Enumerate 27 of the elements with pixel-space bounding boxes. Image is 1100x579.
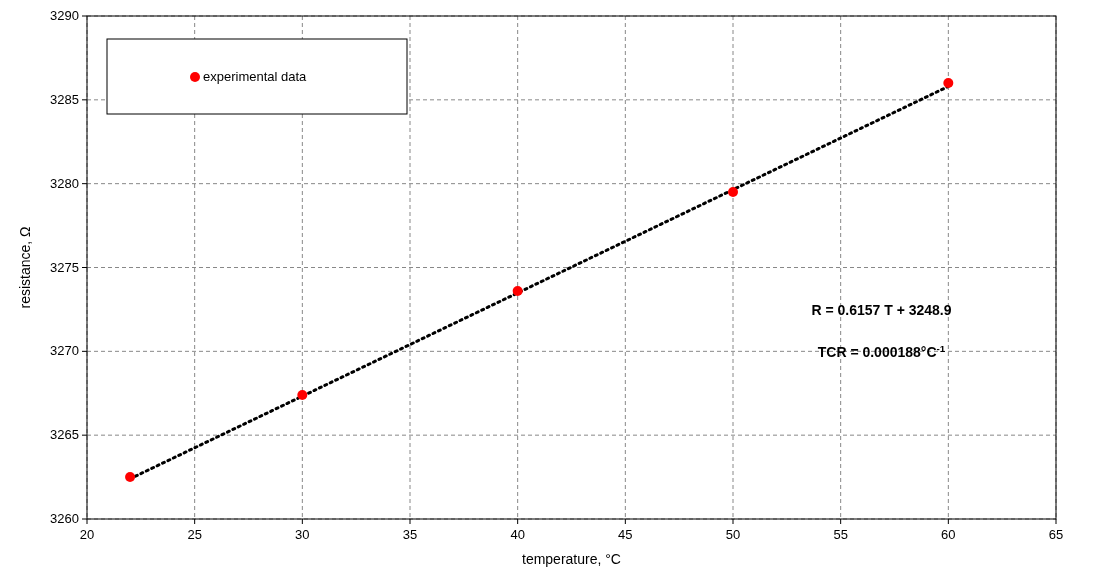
point	[512, 285, 523, 296]
x-tick-label: 40	[510, 527, 525, 542]
y-tick-label: 3280	[50, 175, 79, 191]
y-tick-label: 3260	[50, 511, 79, 526]
y-tick-label: 3275	[50, 259, 79, 275]
point	[728, 187, 738, 198]
point	[297, 389, 308, 400]
point	[125, 472, 136, 483]
y-tick-label: 3290	[50, 8, 79, 23]
x-tick-label: 45	[618, 527, 633, 542]
legend-label: experimental data	[203, 69, 308, 84]
x-tick-label: 20	[79, 527, 95, 542]
x-tick-label: 65	[1048, 527, 1064, 542]
y-axis-title: resistance, Ω	[17, 226, 33, 309]
x-tick-label: 55	[833, 527, 848, 542]
annotation: R = 0.6157 T + 3248.9	[811, 302, 952, 318]
y-tick-label: 3265	[50, 427, 79, 443]
y-tick-label: 3270	[50, 343, 79, 359]
annotation: TCR = 0.000188°C$^{-1}$	[817, 342, 946, 360]
x-tick-label: 35	[402, 527, 418, 542]
y-tick-label: 3285	[50, 91, 79, 107]
x-tick-label: 60	[941, 527, 956, 542]
x-tick-label: 30	[295, 527, 310, 542]
point	[943, 78, 954, 89]
x-tick-label: 25	[187, 527, 202, 542]
x-tick-label: 50	[725, 527, 741, 542]
x-axis-title: temperature, °C	[522, 551, 621, 567]
